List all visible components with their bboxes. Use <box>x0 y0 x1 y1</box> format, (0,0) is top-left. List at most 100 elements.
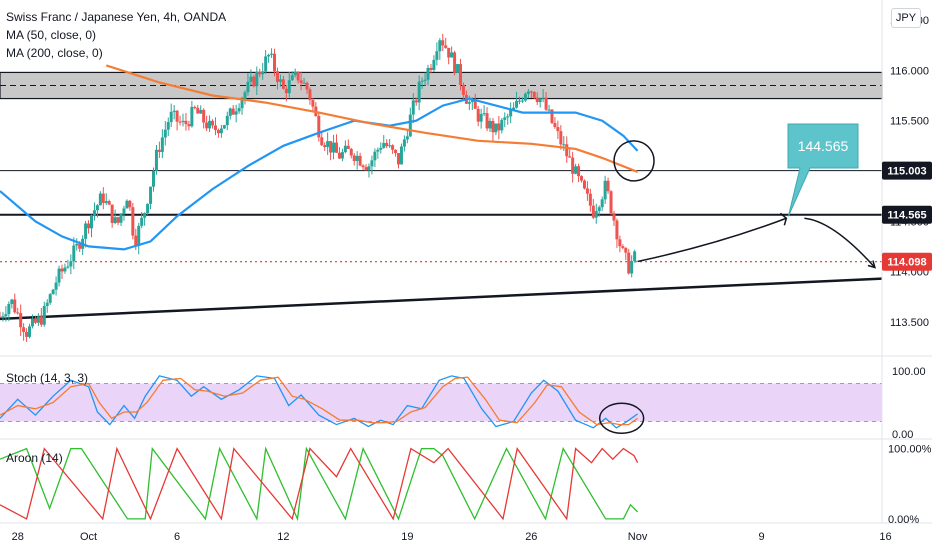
candle-bullish <box>246 81 250 93</box>
price-label: 114.565 <box>887 210 926 222</box>
candle-bullish <box>494 123 498 133</box>
candle-bearish <box>396 153 400 165</box>
candle-bearish <box>78 244 82 249</box>
candle-bullish <box>151 170 155 187</box>
candle-bullish <box>160 137 164 152</box>
candle-bearish <box>556 127 560 132</box>
candle-bearish <box>394 149 398 154</box>
candle-bullish <box>332 142 336 153</box>
candle-bullish <box>57 268 61 283</box>
stochastic-pane[interactable] <box>0 375 882 435</box>
candle-bullish <box>1 316 5 318</box>
candle-bullish <box>208 120 212 129</box>
candle-bearish <box>429 67 433 70</box>
candle-bullish <box>370 160 374 167</box>
time-tick-label: 9 <box>759 531 765 543</box>
candle-bearish <box>364 167 368 171</box>
candle-bullish <box>228 108 232 116</box>
candle-bullish <box>166 122 170 130</box>
projection-arrowhead-down <box>867 260 877 269</box>
candle-bullish <box>456 64 460 73</box>
candle-bearish <box>308 89 312 101</box>
candle-bullish <box>408 114 412 137</box>
time-tick-label: Nov <box>628 531 648 543</box>
ma200-line <box>105 64 639 174</box>
candle-bullish <box>95 205 99 211</box>
candle-bearish <box>559 131 563 145</box>
candle-bullish <box>355 155 359 162</box>
candle-bullish <box>143 213 147 218</box>
candle-bearish <box>335 142 339 153</box>
candle-bullish <box>261 71 265 75</box>
candle-bullish <box>122 208 126 214</box>
candle-bearish <box>606 180 610 192</box>
price-label-box <box>882 161 932 180</box>
candle-bullish <box>482 113 486 115</box>
candle-bearish <box>184 120 188 125</box>
candle-bullish <box>488 120 492 129</box>
candle-bearish <box>193 106 197 108</box>
candle-bearish <box>461 84 465 95</box>
price-label-box <box>882 205 932 224</box>
candle-bullish <box>219 128 223 134</box>
currency-button[interactable]: JPY <box>891 8 921 28</box>
time-tick-label: 28 <box>12 531 24 543</box>
candle-bearish <box>305 82 309 90</box>
candle-bearish <box>565 144 569 157</box>
candle-bearish <box>25 332 29 337</box>
aroon-up-line <box>0 446 639 522</box>
candle-bearish <box>609 191 613 214</box>
candle-bearish <box>323 145 327 148</box>
candle-bullish <box>382 142 386 148</box>
candle-bullish <box>51 289 55 295</box>
candle-bullish <box>104 201 108 203</box>
candle-bullish <box>402 139 406 147</box>
candle-bullish <box>600 199 604 208</box>
aroon-tick-label: 100.00% <box>888 444 932 456</box>
time-tick-label: 12 <box>277 531 289 543</box>
candle-bullish <box>45 302 49 306</box>
aroon-pane[interactable] <box>0 446 639 522</box>
candle-bullish <box>199 109 203 114</box>
candle-bullish <box>603 180 607 200</box>
candle-bearish <box>134 235 138 246</box>
candle-bearish <box>453 52 457 73</box>
candle-bearish <box>588 193 592 206</box>
aroon-legend: Aroon (14) <box>6 451 63 465</box>
candle-bullish <box>290 75 294 81</box>
candle-bearish <box>444 45 448 48</box>
candle-bearish <box>612 213 616 221</box>
candle-bearish <box>205 122 209 129</box>
candle-bearish <box>391 145 395 150</box>
candle-bearish <box>497 123 501 131</box>
candle-bullish <box>373 151 377 161</box>
candle-bearish <box>211 120 215 126</box>
candle-bullish <box>541 97 545 99</box>
candle-bullish <box>343 145 347 153</box>
candle-bearish <box>337 152 341 159</box>
candle-bearish <box>296 71 300 81</box>
time-tick-label: 26 <box>525 531 537 543</box>
candle-bullish <box>149 186 153 204</box>
candle-bullish <box>137 225 141 246</box>
candle-bearish <box>175 110 179 122</box>
candle-bearish <box>577 166 581 177</box>
candle-bearish <box>553 123 557 128</box>
candle-bearish <box>273 53 277 72</box>
projection-arrowhead-up <box>779 212 788 226</box>
price-pane[interactable]: 144.565 <box>0 33 883 342</box>
candle-bullish <box>190 106 194 127</box>
price-label-box <box>882 252 932 271</box>
candle-bearish <box>624 247 628 253</box>
candle-bullish <box>48 294 52 303</box>
candle-bearish <box>311 100 315 107</box>
candle-bearish <box>485 113 489 129</box>
candle-bearish <box>352 155 356 162</box>
candle-bullish <box>90 215 94 229</box>
candle-bullish <box>278 79 282 82</box>
stoch-cross-circle <box>598 402 645 435</box>
candle-bullish <box>520 100 524 102</box>
candle-bullish <box>438 40 442 52</box>
candle-bearish <box>529 91 533 93</box>
